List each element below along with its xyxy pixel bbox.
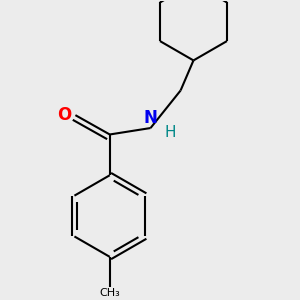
Text: N: N: [144, 109, 158, 127]
Text: O: O: [57, 106, 71, 124]
Text: H: H: [164, 125, 176, 140]
Text: CH₃: CH₃: [99, 288, 120, 298]
